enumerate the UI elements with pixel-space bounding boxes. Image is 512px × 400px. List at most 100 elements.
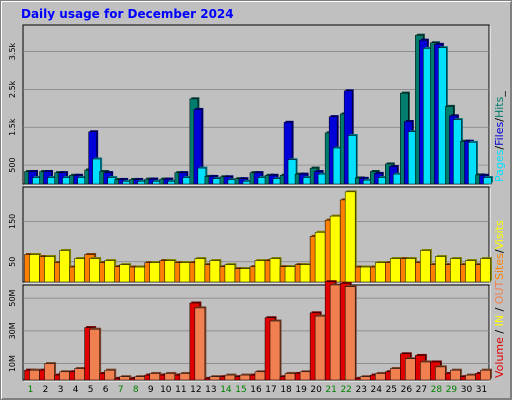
bar-visits-visits-1: [29, 253, 41, 283]
tick-label-hits-3: 3.5k: [8, 42, 17, 60]
bar-hits-pages-18: [287, 158, 298, 185]
bar-volume-out-17: [269, 319, 282, 381]
bar-visits-visits-2: [44, 255, 57, 283]
bar-volume-out-6: [104, 368, 117, 381]
legend-entry-visits-0: Sites: [493, 253, 506, 280]
bar-visits-visits-15: [239, 267, 252, 283]
bar-visits-visits-19: [299, 263, 312, 283]
tick-label-visits-1: 150: [8, 214, 17, 229]
bar-visits-visits-16: [254, 259, 267, 283]
legend-entry-visits-2: Visits: [493, 220, 506, 249]
legend-hits: Pages/Files/Hits_: [493, 91, 506, 182]
bar-volume-out-31: [480, 368, 492, 381]
bar-visits-visits-30: [465, 259, 477, 283]
bar-visits-visits-20: [314, 230, 327, 283]
day-label-21: 21: [325, 385, 336, 395]
bar-visits-visits-24: [374, 261, 387, 283]
day-label-30: 30: [461, 385, 473, 395]
bar-volume-out-26: [405, 357, 417, 381]
day-label-27: 27: [416, 385, 427, 395]
bar-visits-visits-17: [269, 257, 282, 283]
bar-volume-out-2: [44, 362, 57, 381]
legend-entry-volume-3: /: [493, 304, 506, 315]
bar-volume-out-15: [239, 373, 252, 381]
bar-visits-visits-26: [405, 257, 417, 283]
legend-entry-hits-1: /: [493, 146, 506, 150]
bar-visits-visits-29: [450, 257, 462, 283]
bar-visits-visits-7: [119, 263, 132, 283]
bar-volume-out-28: [435, 365, 447, 381]
day-label-11: 11: [175, 385, 186, 395]
day-label-15: 15: [235, 385, 246, 395]
bar-volume-out-14: [224, 373, 237, 381]
legend-volume: Volume / IN / OUT: [493, 280, 506, 378]
legend-entry-hits-4: Hits: [493, 96, 506, 118]
bar-volume-out-13: [209, 375, 222, 381]
tick-label-hits-2: 2.5k: [8, 80, 17, 98]
bar-volume-out-11: [179, 371, 192, 381]
bar-visits-visits-13: [209, 259, 222, 283]
bar-visits-visits-14: [224, 263, 237, 283]
bar-visits-visits-5: [89, 257, 102, 283]
bar-visits-visits-28: [435, 255, 447, 283]
day-label-16: 16: [250, 385, 262, 395]
day-label-2: 2: [43, 385, 49, 395]
day-label-29: 29: [446, 385, 458, 395]
day-label-26: 26: [401, 385, 413, 395]
bar-visits-visits-27: [420, 248, 432, 283]
bar-hits-pages-12: [197, 166, 208, 185]
chart-title: Daily usage for December 2024: [21, 7, 234, 21]
day-label-1: 1: [28, 385, 34, 395]
bar-hits-pages-30: [468, 140, 478, 185]
bar-volume-out-29: [450, 368, 462, 381]
bar-visits-visits-11: [179, 261, 192, 283]
bar-visits-visits-31: [480, 257, 492, 283]
bar-volume-out-7: [119, 375, 132, 381]
legend-entry-hits-3: /: [493, 118, 506, 122]
bar-volume-out-25: [390, 367, 402, 381]
legend-entry-volume-2: IN: [493, 315, 506, 326]
bar-volume-out-23: [359, 375, 372, 381]
day-label-9: 9: [148, 385, 154, 395]
bar-hits-pages-31: [483, 176, 493, 185]
legend-entry-hits-0: Pages: [493, 149, 506, 182]
bar-visits-visits-18: [284, 265, 297, 283]
legend-entry-hits-2: Files: [493, 121, 506, 145]
legend-entry-volume-4: OUT: [493, 280, 506, 304]
day-label-20: 20: [310, 385, 322, 395]
bar-visits-visits-4: [74, 257, 87, 283]
tick-label-visits-0: 50: [8, 257, 17, 267]
bar-volume-out-19: [299, 370, 312, 381]
bar-visits-visits-9: [149, 261, 162, 283]
day-label-4: 4: [73, 385, 79, 395]
bar-visits-visits-12: [194, 257, 207, 283]
bar-volume-out-9: [149, 371, 162, 381]
bar-volume-out-5: [89, 327, 102, 381]
legend-entry-hits-5: _: [493, 91, 506, 98]
bar-volume-out-8: [134, 375, 147, 381]
bar-visits-visits-3: [59, 248, 72, 283]
day-label-8: 8: [133, 385, 139, 395]
bar-visits-visits-25: [390, 257, 402, 283]
tick-label-volume-2: 50M: [8, 289, 17, 306]
day-label-10: 10: [160, 385, 172, 395]
bar-volume-out-16: [254, 370, 267, 381]
bar-visits-visits-10: [164, 259, 177, 283]
tick-label-hits-1: 1.5k: [8, 118, 17, 136]
day-label-6: 6: [103, 385, 109, 395]
day-label-3: 3: [58, 385, 64, 395]
day-label-5: 5: [88, 385, 94, 395]
bar-volume-out-4: [74, 367, 87, 381]
day-label-28: 28: [431, 385, 443, 395]
legend-entry-visits-1: /: [493, 249, 506, 253]
bar-volume-out-22: [344, 285, 357, 381]
day-label-24: 24: [371, 385, 383, 395]
legend-entry-volume-1: /: [493, 326, 506, 337]
tick-label-volume-0: 10M: [8, 355, 17, 372]
day-label-7: 7: [118, 385, 124, 395]
bar-volume-out-21: [329, 283, 342, 381]
panel-hits: 500 1.5k 2.5k 3.5k: [8, 24, 493, 186]
day-label-22: 22: [340, 385, 351, 395]
